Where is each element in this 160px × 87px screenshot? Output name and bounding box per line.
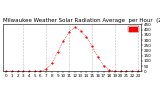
Legend:  [128, 26, 139, 32]
Text: Milwaukee Weather Solar Radiation Average  per Hour  (24 Hours): Milwaukee Weather Solar Radiation Averag… [3, 18, 160, 23]
